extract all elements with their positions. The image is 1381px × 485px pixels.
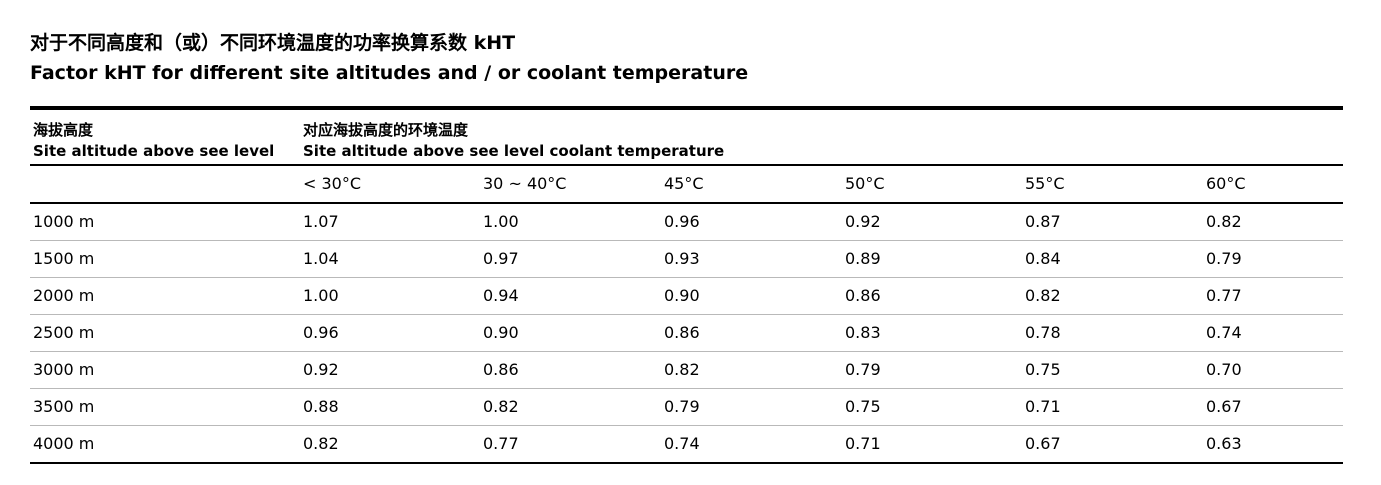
factor-cell: 0.90 [664, 286, 700, 305]
factor-cell: 0.82 [1025, 286, 1061, 305]
table-row: 3000 m 0.92 0.86 0.82 0.79 0.75 0.70 [30, 352, 1343, 388]
temperature-label: 45°C [664, 174, 704, 193]
temperature-header-en: Site altitude above see level coolant te… [303, 142, 725, 160]
factor-table: 海拔高度 Site altitude above see level 对应海拔高… [30, 106, 1343, 464]
factor-cell: 0.87 [1025, 212, 1061, 231]
table-row: 2500 m 0.96 0.90 0.86 0.83 0.78 0.74 [30, 315, 1343, 351]
altitude-cell: 3500 m [33, 397, 95, 416]
factor-cell: 0.83 [845, 323, 881, 342]
row-divider [30, 277, 1343, 278]
factor-cell: 0.75 [845, 397, 881, 416]
factor-cell: 0.70 [1206, 360, 1242, 379]
altitude-header-en: Site altitude above see level [33, 142, 275, 160]
factor-cell: 0.82 [483, 397, 519, 416]
factor-cell: 0.77 [1206, 286, 1242, 305]
factor-cell: 0.86 [664, 323, 700, 342]
factor-cell: 1.00 [483, 212, 519, 231]
row-divider [30, 425, 1343, 426]
factor-cell: 1.04 [303, 249, 339, 268]
table-bottom-rule [30, 462, 1343, 464]
factor-cell: 0.89 [845, 249, 881, 268]
row-divider [30, 351, 1343, 352]
factor-cell: 0.93 [664, 249, 700, 268]
temperature-label: 55°C [1025, 174, 1065, 193]
factor-cell: 0.79 [664, 397, 700, 416]
altitude-cell: 4000 m [33, 434, 95, 453]
factor-cell: 0.67 [1206, 397, 1242, 416]
row-divider [30, 314, 1343, 315]
header-rule [30, 164, 1343, 166]
factor-cell: 0.78 [1025, 323, 1061, 342]
factor-cell: 1.00 [303, 286, 339, 305]
altitude-cell: 2500 m [33, 323, 95, 342]
temperature-header-zh: 对应海拔高度的环境温度 [303, 121, 469, 139]
temperature-rule [30, 202, 1343, 204]
row-divider [30, 388, 1343, 389]
factor-cell: 0.79 [845, 360, 881, 379]
table-row: 2000 m 1.00 0.94 0.90 0.86 0.82 0.77 [30, 278, 1343, 314]
factor-cell: 0.71 [845, 434, 881, 453]
temperature-label: 30 ~ 40°C [483, 174, 567, 193]
factor-cell: 0.82 [303, 434, 339, 453]
factor-cell: 0.63 [1206, 434, 1242, 453]
factor-cell: 0.75 [1025, 360, 1061, 379]
factor-cell: 0.82 [664, 360, 700, 379]
factor-cell: 0.82 [1206, 212, 1242, 231]
factor-cell: 0.74 [1206, 323, 1242, 342]
table-top-rule [30, 106, 1343, 110]
page-title-zh: 对于不同高度和（或）不同环境温度的功率换算系数 kHT [30, 32, 516, 54]
altitude-column-header: 海拔高度 Site altitude above see level [33, 120, 274, 162]
table-row: 1500 m 1.04 0.97 0.93 0.89 0.84 0.79 [30, 241, 1343, 277]
table-row: 4000 m 0.82 0.77 0.74 0.71 0.67 0.63 [30, 426, 1343, 462]
temperature-column-header: 对应海拔高度的环境温度 Site altitude above see leve… [303, 120, 724, 162]
factor-cell: 0.97 [483, 249, 519, 268]
table-row: 1000 m 1.07 1.00 0.96 0.92 0.87 0.82 [30, 204, 1343, 240]
factor-cell: 0.67 [1025, 434, 1061, 453]
factor-cell: 0.79 [1206, 249, 1242, 268]
temperature-label: 60°C [1206, 174, 1246, 193]
factor-cell: 0.74 [664, 434, 700, 453]
altitude-cell: 3000 m [33, 360, 95, 379]
altitude-cell: 1000 m [33, 212, 95, 231]
row-divider [30, 240, 1343, 241]
factor-cell: 0.88 [303, 397, 339, 416]
title-block: 对于不同高度和（或）不同环境温度的功率换算系数 kHT Factor kHT f… [30, 30, 748, 86]
factor-cell: 0.96 [664, 212, 700, 231]
factor-cell: 0.86 [483, 360, 519, 379]
factor-cell: 0.96 [303, 323, 339, 342]
temperature-row: < 30°C 30 ~ 40°C 45°C 50°C 55°C 60°C [30, 166, 1343, 202]
factor-cell: 0.92 [845, 212, 881, 231]
page-title-en: Factor kHT for different site altitudes … [30, 62, 749, 84]
factor-cell: 0.84 [1025, 249, 1061, 268]
factor-cell: 1.07 [303, 212, 339, 231]
temperature-label: 50°C [845, 174, 885, 193]
table-row: 3500 m 0.88 0.82 0.79 0.75 0.71 0.67 [30, 389, 1343, 425]
factor-cell: 0.77 [483, 434, 519, 453]
factor-cell: 0.86 [845, 286, 881, 305]
factor-cell: 0.92 [303, 360, 339, 379]
temperature-label: < 30°C [303, 174, 362, 193]
factor-cell: 0.71 [1025, 397, 1061, 416]
altitude-header-zh: 海拔高度 [33, 121, 94, 139]
factor-cell: 0.90 [483, 323, 519, 342]
factor-cell: 0.94 [483, 286, 519, 305]
table-header-row: 海拔高度 Site altitude above see level 对应海拔高… [30, 110, 1343, 164]
altitude-cell: 2000 m [33, 286, 95, 305]
altitude-cell: 1500 m [33, 249, 95, 268]
